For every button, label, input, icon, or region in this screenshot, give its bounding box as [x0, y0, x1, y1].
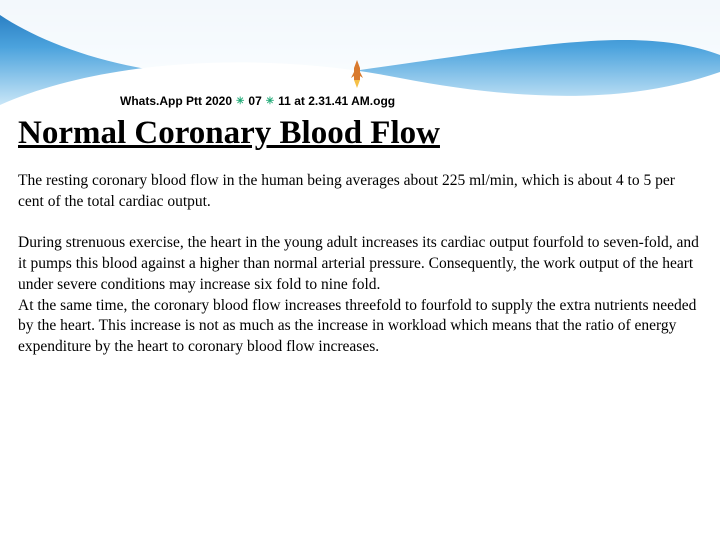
paragraph-2: During strenuous exercise, the heart in …: [18, 233, 702, 359]
page-title: Normal Coronary Blood Flow: [18, 115, 702, 153]
caption-prefix: Whats.App Ptt 2020: [120, 94, 232, 108]
asterisk-icon: ✳: [266, 96, 274, 107]
file-caption: Whats.App Ptt 2020 ✳ 07 ✳ 11 at 2.31.41 …: [120, 94, 395, 108]
slide-content: Normal Coronary Blood Flow The resting c…: [0, 105, 720, 358]
caption-middle: 07: [248, 94, 261, 108]
caption-suffix: 11 at 2.31.41 AM.ogg: [278, 94, 395, 108]
rocket-icon: [350, 60, 364, 88]
banner-wave-svg: [0, 0, 720, 105]
asterisk-icon: ✳: [236, 96, 244, 107]
top-banner: [0, 0, 720, 105]
paragraph-1: The resting coronary blood flow in the h…: [18, 171, 702, 213]
